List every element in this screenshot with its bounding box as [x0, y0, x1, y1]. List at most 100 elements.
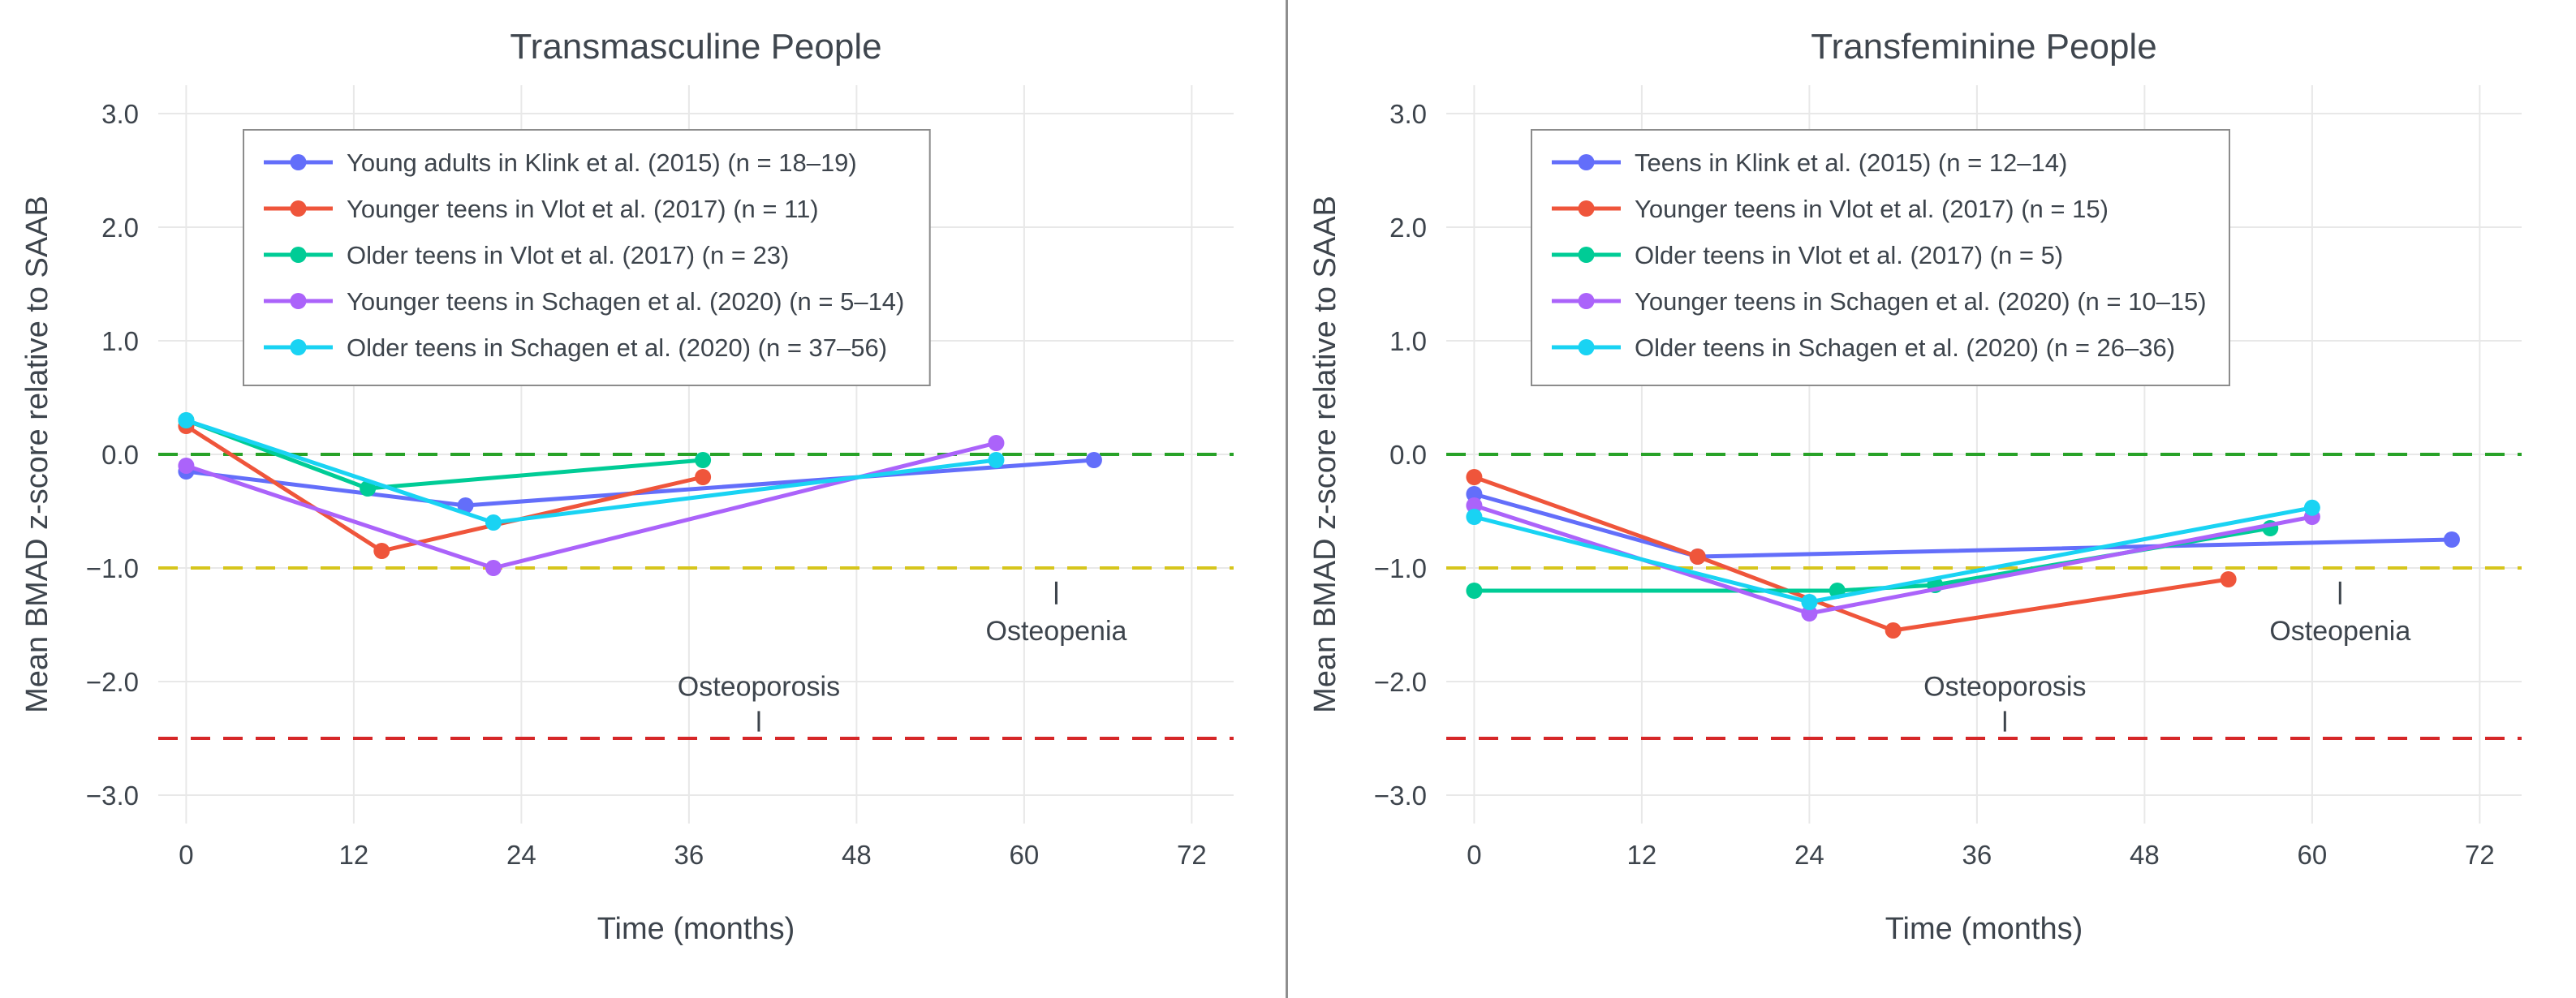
data-point [2220, 571, 2237, 587]
panel-divider [1286, 0, 1288, 998]
x-tick-label: 24 [1794, 840, 1824, 870]
annotation-osteopenia: Osteopenia [986, 581, 1127, 647]
data-point [988, 435, 1005, 451]
x-tick-label: 48 [2130, 840, 2160, 870]
series-2 [1466, 520, 2279, 599]
legend-item-1[interactable]: Younger teens in Vlot et al. (2017) (n =… [1552, 195, 2109, 223]
chart-panel-transfeminine: 0 12 24 36 48 60 72 3.0 2.0 1.0 0.0 −1.0 −2.0 −3.0 Tim… [1288, 0, 2576, 998]
data-point [1689, 548, 1706, 565]
y-tick-label: 2.0 [1389, 213, 1427, 243]
y-tick-label: 3.0 [1389, 99, 1427, 129]
data-point [373, 543, 390, 559]
x-tick-label: 72 [1177, 840, 1207, 870]
series-3 [178, 435, 1005, 576]
data-point [1885, 622, 1902, 639]
legend-label: Older teens in Vlot et al. (2017) (n = 2… [347, 241, 789, 269]
data-point [695, 469, 712, 485]
y-tick-label: 3.0 [101, 99, 139, 129]
legend-label: Older teens in Schagen et al. (2020) (n … [1635, 333, 2175, 362]
legend-item-2[interactable]: Older teens in Vlot et al. (2017) (n = 2… [264, 241, 789, 269]
legend-label: Older teens in Schagen et al. (2020) (n … [347, 333, 887, 362]
annotation-osteoporosis: Osteoporosis [1923, 672, 2086, 732]
legend-marker [290, 339, 307, 355]
x-tick-label: 72 [2465, 840, 2495, 870]
legend-marker [290, 293, 307, 309]
y-tick-label: −3.0 [86, 781, 139, 811]
legend-item-2[interactable]: Older teens in Vlot et al. (2017) (n = 5… [1552, 241, 2063, 269]
data-point [485, 560, 502, 576]
legend-label: Young adults in Klink et al. (2015) (n =… [347, 148, 857, 177]
series-4 [1466, 499, 2320, 610]
series-3 [1466, 497, 2320, 622]
data-point [1466, 497, 1483, 514]
data-point [360, 480, 377, 497]
legend-item-3[interactable]: Younger teens in Schagen et al. (2020) (… [264, 287, 904, 316]
data-point [1466, 469, 1483, 485]
y-axis-label: Mean BMAD z-score relative to SAAB [1308, 196, 1342, 713]
series-1 [1466, 469, 2237, 639]
y-tick-label: −3.0 [1374, 781, 1427, 811]
annotation-osteoporosis: Osteoporosis [678, 672, 840, 732]
data-point [1085, 452, 1102, 468]
y-tick-label: 0.0 [1389, 440, 1427, 470]
legend-label: Older teens in Vlot et al. (2017) (n = 5… [1635, 241, 2063, 269]
data-point [988, 452, 1005, 468]
x-tick-label: 0 [1467, 840, 1481, 870]
series-4 [178, 412, 1005, 531]
data-point [1801, 594, 1818, 610]
legend-item-4[interactable]: Older teens in Schagen et al. (2020) (n … [1552, 333, 2175, 362]
annotation-text: Osteopenia [986, 616, 1127, 647]
x-tick-label: 12 [339, 840, 369, 870]
data-point [1801, 605, 1818, 622]
chart-svg-1: 0 12 24 36 48 60 72 3.0 2.0 1.0 0.0 −1.0 −2.0 −3.0 Tim… [1308, 27, 2522, 946]
data-point [457, 497, 474, 514]
chart-title: Transfeminine People [1811, 27, 2156, 67]
legend-item-1[interactable]: Younger teens in Vlot et al. (2017) (n =… [264, 195, 819, 223]
x-tick-label: 60 [1010, 840, 1040, 870]
y-tick-label: −2.0 [86, 667, 139, 697]
legend-label: Younger teens in Schagen et al. (2020) (… [347, 287, 904, 316]
data-point [1466, 583, 1483, 599]
legend-label: Younger teens in Schagen et al. (2020) (… [1635, 287, 2207, 316]
data-point [1466, 509, 1483, 525]
x-tick-label: 36 [674, 840, 704, 870]
data-point [2303, 499, 2320, 516]
x-tick-label: 0 [179, 840, 193, 870]
y-tick-label: −2.0 [1374, 667, 1427, 697]
legend-marker [290, 154, 307, 170]
legend: Teens in Klink et al. (2015) (n = 12–14)… [1531, 129, 2230, 386]
data-point [178, 458, 195, 474]
legend-marker [290, 200, 307, 217]
legend-marker [290, 247, 307, 263]
data-point [1466, 486, 1483, 502]
axis-tick-labels: 0 12 24 36 48 60 72 3.0 2.0 1.0 0.0 −1.0 −2.0 −3.0 [1374, 99, 2495, 870]
legend-marker [1578, 247, 1595, 263]
legend-label: Younger teens in Vlot et al. (2017) (n =… [1635, 195, 2109, 223]
data-point [2443, 531, 2460, 548]
y-tick-label: −1.0 [1374, 553, 1427, 583]
legend: Young adults in Klink et al. (2015) (n =… [243, 129, 931, 386]
x-tick-label: 12 [1627, 840, 1657, 870]
legend-marker [1578, 293, 1595, 309]
data-point [178, 412, 195, 428]
chart-svg-0: 0 12 24 36 48 60 72 3.0 2.0 1.0 0.0 −1.0 −2.0 −3.0 Tim… [20, 27, 1234, 946]
legend-item-3[interactable]: Younger teens in Schagen et al. (2020) (… [1552, 287, 2207, 316]
y-tick-label: 0.0 [101, 440, 139, 470]
data-point [695, 452, 712, 468]
legend-marker [1578, 339, 1595, 355]
legend-item-0[interactable]: Teens in Klink et al. (2015) (n = 12–14) [1552, 148, 2067, 177]
y-tick-label: 1.0 [1389, 326, 1427, 356]
legend-label: Younger teens in Vlot et al. (2017) (n =… [347, 195, 819, 223]
y-tick-label: 1.0 [101, 326, 139, 356]
legend-marker [1578, 200, 1595, 217]
legend-label: Teens in Klink et al. (2015) (n = 12–14) [1635, 148, 2067, 177]
reference-lines [158, 453, 1234, 740]
y-axis-label: Mean BMAD z-score relative to SAAB [20, 196, 54, 713]
legend-item-4[interactable]: Older teens in Schagen et al. (2020) (n … [264, 333, 887, 362]
x-tick-label: 60 [2298, 840, 2328, 870]
legend-item-0[interactable]: Young adults in Klink et al. (2015) (n =… [264, 148, 857, 177]
annotation-text: Osteoporosis [1923, 672, 2086, 703]
x-axis-label: Time (months) [1885, 912, 2083, 946]
annotation-text: Osteopenia [2269, 616, 2410, 647]
